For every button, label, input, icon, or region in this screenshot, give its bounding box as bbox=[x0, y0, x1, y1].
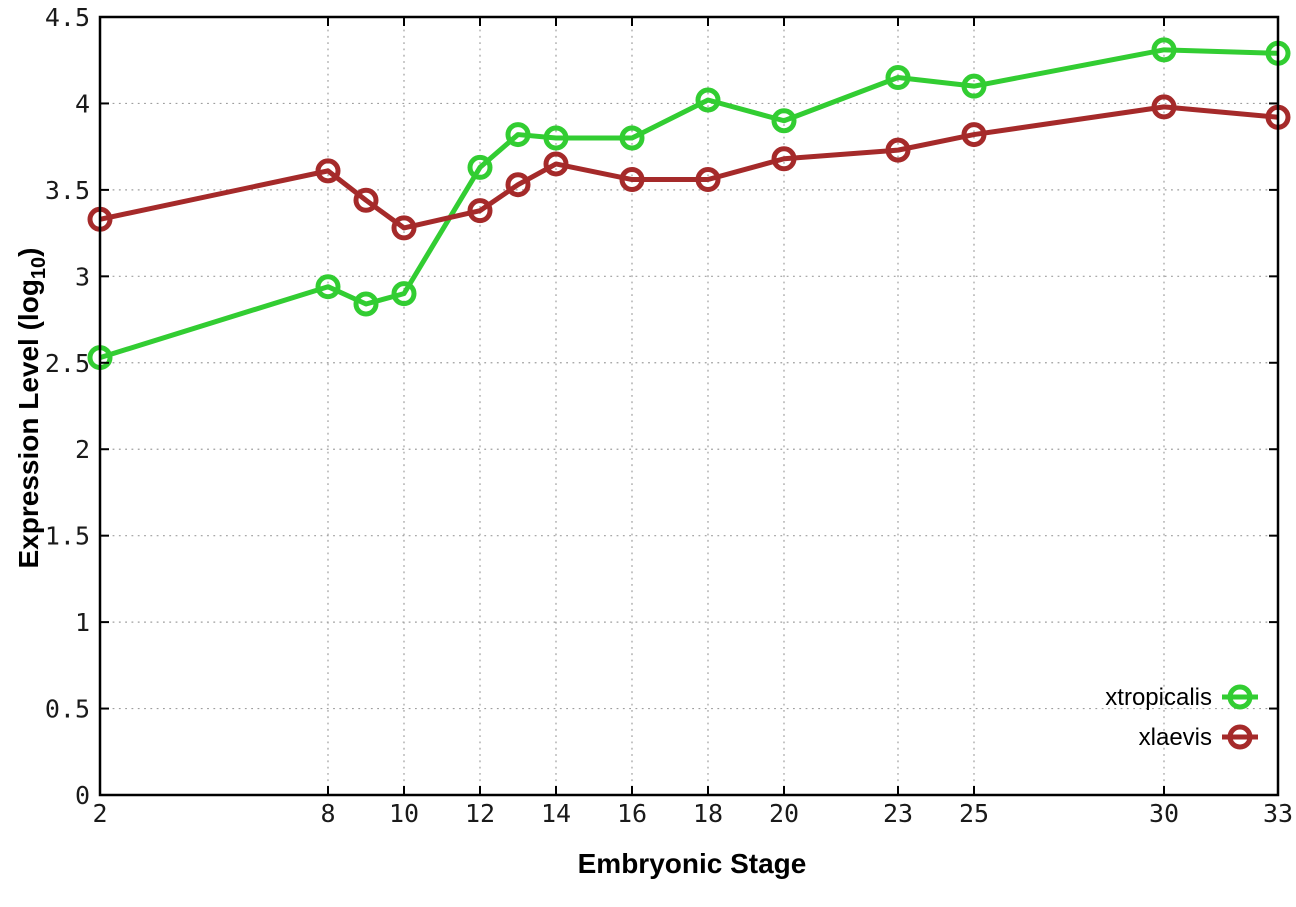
data-point-xtropicalis bbox=[771, 108, 797, 134]
data-point-xlaevis bbox=[543, 151, 569, 177]
axis-layer bbox=[98, 15, 1280, 797]
data-point-xlaevis bbox=[391, 215, 417, 241]
data-point-xtropicalis bbox=[885, 65, 911, 91]
y-tick-label: 3.5 bbox=[45, 176, 90, 205]
data-point-xtropicalis bbox=[543, 125, 569, 151]
x-tick-label: 25 bbox=[959, 799, 989, 828]
data-point-xlaevis bbox=[505, 172, 531, 198]
x-tick-label: 14 bbox=[541, 799, 571, 828]
data-point-xtropicalis bbox=[695, 87, 721, 113]
series-line-xlaevis bbox=[99, 104, 1279, 231]
y-tick-label: 2 bbox=[75, 435, 90, 464]
data-point-xtropicalis bbox=[619, 125, 645, 151]
x-tick-label: 8 bbox=[320, 799, 335, 828]
legend-label: xtropicalis bbox=[1105, 684, 1212, 711]
data-point-xlaevis bbox=[467, 198, 493, 224]
x-tick-label: 33 bbox=[1263, 799, 1293, 828]
plot-border bbox=[98, 15, 1280, 797]
data-point-xtropicalis bbox=[1151, 37, 1177, 63]
grid-layer bbox=[99, 16, 1279, 796]
data-point-xlaevis bbox=[619, 167, 645, 193]
legend-label: xlaevis bbox=[1139, 724, 1212, 751]
series-layer bbox=[87, 37, 1291, 371]
y-tick-label: 2.5 bbox=[45, 349, 90, 378]
x-tick-label: 10 bbox=[389, 799, 419, 828]
data-point-xlaevis bbox=[315, 158, 341, 184]
x-tick-label: 20 bbox=[769, 799, 799, 828]
y-tick-label: 0.5 bbox=[45, 695, 90, 724]
x-tick-label: 16 bbox=[617, 799, 647, 828]
x-tick-label: 2 bbox=[92, 799, 107, 828]
x-tick-label: 30 bbox=[1149, 799, 1179, 828]
data-point-xtropicalis bbox=[961, 73, 987, 99]
x-tick-label: 23 bbox=[883, 799, 913, 828]
y-axis-title: Expression Level (log10) bbox=[13, 248, 50, 569]
data-point-xlaevis bbox=[961, 122, 987, 148]
legend-marker bbox=[1227, 724, 1253, 750]
data-point-xlaevis bbox=[353, 187, 379, 213]
y-tick-label: 0 bbox=[75, 781, 90, 810]
y-tick-label: 1.5 bbox=[45, 522, 90, 551]
x-tick-label: 18 bbox=[693, 799, 723, 828]
data-point-xlaevis bbox=[1151, 94, 1177, 120]
data-point-xtropicalis bbox=[391, 281, 417, 307]
data-point-xlaevis bbox=[885, 137, 911, 163]
y-tick-label: 4.5 bbox=[45, 3, 90, 32]
data-point-xtropicalis bbox=[505, 122, 531, 148]
y-tick-label: 3 bbox=[75, 262, 90, 291]
data-point-xtropicalis bbox=[315, 274, 341, 300]
y-tick-label: 1 bbox=[75, 608, 90, 637]
data-point-xtropicalis bbox=[353, 291, 379, 317]
x-axis-title: Embryonic Stage bbox=[578, 848, 807, 879]
series-line-xtropicalis bbox=[99, 47, 1279, 360]
data-point-xtropicalis bbox=[467, 154, 493, 180]
tick-label-layer: 2 8 10 12 14 16 18 20 23 25 30 33 0 0.5 1 1.5 2 2.5 3 3.5 4 4… bbox=[45, 3, 1293, 828]
y-tick-label: 4 bbox=[75, 89, 90, 118]
data-point-xlaevis bbox=[695, 167, 721, 193]
legend-item-xtropicalis: xtropicalis bbox=[1105, 684, 1258, 711]
data-point-xlaevis bbox=[771, 146, 797, 172]
legend-marker bbox=[1227, 684, 1253, 710]
legend-item-xlaevis: xlaevis bbox=[1139, 724, 1258, 751]
legend: xtropicalis xlaevis bbox=[1105, 684, 1258, 751]
x-tick-label: 12 bbox=[465, 799, 495, 828]
